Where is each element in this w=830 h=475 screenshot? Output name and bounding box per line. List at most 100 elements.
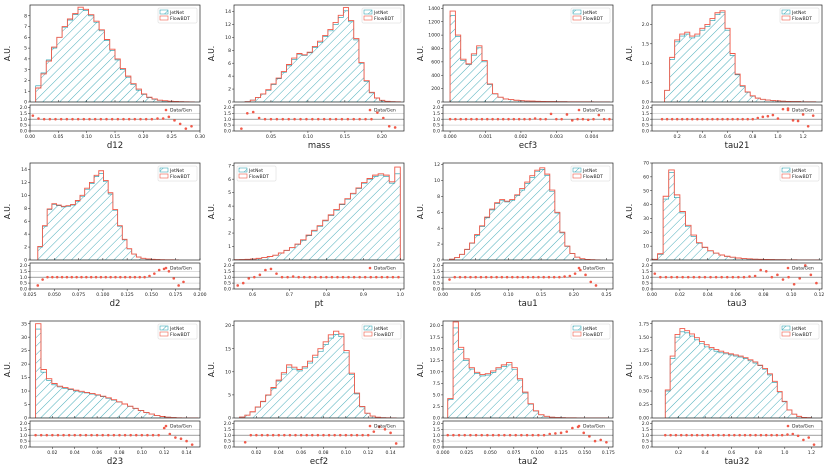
ratio-point	[311, 117, 314, 121]
y-tick-label: 2	[228, 87, 231, 93]
ratio-point	[179, 437, 183, 441]
x-tick-label: 0.100	[531, 450, 544, 456]
ratio-point	[316, 433, 320, 437]
ratio-point	[387, 124, 391, 128]
y-tick-label: 2	[437, 242, 440, 248]
ratio-point	[539, 117, 542, 121]
ratio-point	[347, 275, 350, 279]
ratio-y-tick-label: 1.5	[224, 427, 231, 433]
ratio-point	[37, 117, 40, 120]
ratio-y-tick-label: 1.5	[642, 427, 649, 433]
ratio-point	[792, 282, 796, 286]
y-tick-label: 15	[21, 375, 27, 381]
ratio-point	[770, 275, 774, 279]
ratio-point	[770, 433, 773, 437]
ratio-point	[791, 119, 795, 122]
x-tick-label: 0.10	[303, 134, 313, 140]
ratio-point	[143, 275, 146, 279]
y-tick-label: 20	[21, 362, 27, 368]
ratio-point	[459, 117, 463, 121]
ratio-y-tick-label: 2.0	[224, 421, 231, 427]
ratio-point	[39, 433, 43, 437]
ratio-point	[533, 117, 537, 120]
ratio-point	[695, 433, 699, 437]
ratio-point	[526, 275, 530, 279]
ratio-point	[558, 275, 561, 279]
ratio-point	[148, 274, 151, 278]
ratio-point	[336, 275, 339, 279]
ratio-point	[294, 433, 297, 437]
ratio-panel: 0.00.51.01.52.0 Data/Gen 0.00 0.02 0.04 0.06 0…	[642, 262, 824, 298]
ratio-point	[397, 275, 400, 279]
y-tick-label: 0.25	[639, 402, 649, 408]
ratio-point	[589, 280, 593, 284]
x-tick-label: 0.8	[755, 450, 762, 456]
ratio-y-tick-label: 0.5	[642, 439, 649, 445]
ratio-legend-marker	[786, 108, 790, 112]
x-tick-label: 0.125	[554, 450, 567, 456]
ratio-point	[281, 117, 285, 121]
main-axes-frame	[651, 320, 823, 419]
ratio-legend-label: Data/Gen	[374, 266, 396, 272]
ratio-point	[554, 432, 557, 435]
ratio-point	[815, 281, 818, 285]
ratio-y-tick-label: 0.0	[642, 129, 649, 135]
legend-jetnet-swatch	[572, 9, 582, 15]
ratio-point	[251, 110, 255, 114]
ratio-y-tick-label: 0.5	[224, 123, 231, 129]
y-tick-label: 20.0	[430, 323, 440, 329]
ratio-panel: 0.00.51.01.52.0 Data/Gen 0.02 0.04 0.06 0.08 0…	[20, 420, 201, 456]
ratio-point	[469, 433, 472, 437]
ratio-point	[475, 117, 478, 121]
ratio-y-tick-label: 0.5	[224, 439, 231, 445]
y-tick-label: 8	[24, 206, 27, 212]
ratio-point	[565, 113, 569, 116]
ratio-point	[731, 275, 735, 279]
ratio-y-tick-label: 1.5	[642, 269, 649, 275]
ratio-point	[516, 275, 519, 279]
x-tick-label: 0.7	[286, 292, 293, 298]
ratio-y-tick-label: 0.5	[433, 439, 440, 445]
y-tick-label: 70	[643, 161, 649, 167]
histogram-area	[244, 7, 401, 102]
ratio-point	[608, 117, 611, 121]
ratio-point	[133, 117, 137, 121]
x-tick-label: 0.00	[438, 292, 448, 298]
x-tick-label: 0.05	[53, 134, 63, 140]
ratio-point	[275, 117, 279, 121]
legend-flowbdt-swatch	[363, 15, 373, 21]
ratio-point	[380, 275, 384, 279]
ratio-point	[94, 275, 98, 279]
legend-jetnet-label: JetNet	[791, 10, 806, 16]
y-tick-label: 8	[437, 194, 440, 200]
ratio-y-tick-label: 0.0	[433, 287, 440, 293]
x-tick-label: 0.04	[274, 450, 284, 456]
ratio-point	[327, 433, 331, 437]
ratio-y-tick-label: 0.0	[224, 129, 231, 135]
ratio-legend-label: Data/Gen	[170, 424, 192, 430]
ratio-point	[95, 433, 99, 437]
ratio-point	[190, 443, 194, 446]
ratio-legend-marker	[164, 108, 168, 112]
ratio-y-tick-label: 1.5	[433, 111, 440, 117]
ratio-point	[93, 117, 97, 121]
ratio-point	[602, 117, 606, 121]
ratio-axes-frame	[651, 420, 823, 448]
ratio-point	[521, 275, 525, 279]
ratio-point	[491, 433, 495, 437]
ratio-y-tick-label: 0.5	[642, 281, 649, 287]
ratio-point	[542, 433, 546, 437]
x-tick-label: 0.04	[70, 450, 80, 456]
ratio-point	[780, 433, 784, 437]
y-tick-label: 6	[437, 210, 440, 216]
ratio-axes-frame	[233, 104, 405, 132]
ratio-point	[383, 427, 387, 431]
ratio-point	[761, 115, 765, 119]
legend-jetnet-swatch	[159, 325, 169, 331]
main-axes-frame	[29, 320, 201, 419]
ratio-point	[133, 275, 137, 279]
